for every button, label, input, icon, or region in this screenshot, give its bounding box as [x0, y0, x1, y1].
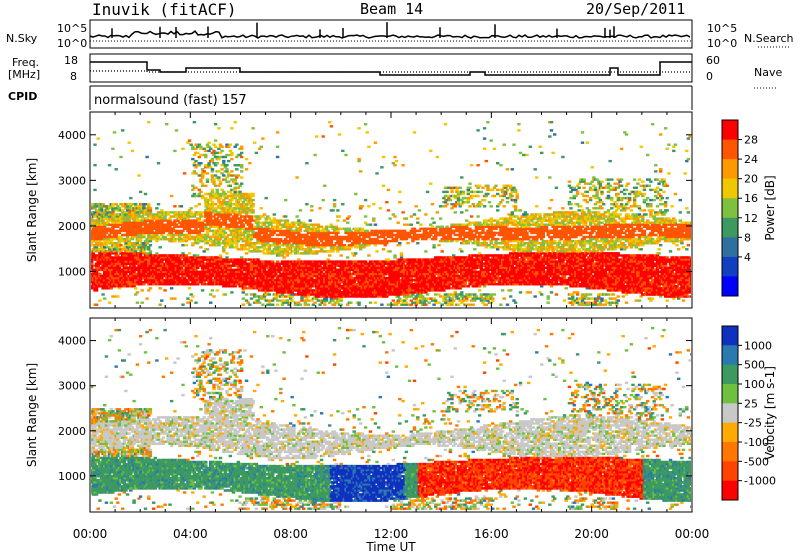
colorbar-swatch [722, 120, 738, 141]
colorbar-swatch [722, 198, 738, 219]
y-axis-label: Slant Range [km] [25, 158, 39, 262]
colorbar-swatch [722, 384, 738, 404]
x-axis-label: Time UT [365, 540, 416, 554]
y-tick-label: 1000 [58, 266, 86, 279]
power-panel: 1000 2000 3000 4000 Slant Range [km] [25, 111, 693, 309]
colorbar-tick-label: 12 [744, 212, 758, 225]
colorbar-tick-label: 1000 [744, 339, 772, 352]
colorbar-tick-label: 4 [744, 251, 751, 264]
y-tick-label: 4000 [58, 335, 86, 348]
colorbar-tick-label: 100 [744, 378, 765, 391]
colorbar-tick-label: 8 [744, 231, 751, 244]
colorbar-swatch [722, 237, 738, 258]
colorbar-tick-label: -1000 [744, 475, 776, 488]
colorbar-swatch [722, 217, 738, 238]
data-cells [91, 326, 691, 510]
time-axis: 00:00 04:00 08:00 12:00 16:00 20:00 00:00 Time … [73, 527, 710, 554]
velocity-panel: 1000 2000 3000 4000 Slant Range [km] [25, 317, 693, 513]
cpid-value: normalsound (fast) 157 [94, 93, 247, 108]
colorbar-swatch [722, 480, 738, 501]
date-title: 20/Sep/2011 [586, 0, 685, 18]
colorbar-swatch [722, 403, 738, 424]
colorbar-frame [721, 325, 739, 501]
beam-title: Beam 14 [360, 0, 423, 18]
colorbar-tick-label: 16 [744, 192, 758, 205]
colorbar-tick-label: -100 [744, 436, 769, 449]
colorbar-frame [721, 119, 739, 297]
colorbar-tick-label: -25 [744, 417, 762, 430]
y-tick-label: 2000 [58, 425, 86, 438]
noise-spikes [111, 22, 615, 38]
x-tick-label: 00:00 [73, 527, 108, 541]
nsearch-label: N.Search [744, 32, 794, 45]
x-tick-label: 08:00 [273, 527, 308, 541]
colorbar-swatch [722, 178, 738, 199]
freq-unit-label: [MHz] [8, 68, 40, 81]
freq-left-tick-low: 8 [70, 70, 77, 83]
noise-right-tick-high: 10^5 [707, 22, 737, 35]
station-title: Inuvik (fitACF) [92, 0, 237, 19]
noise-left-tick-low: 10^0 [57, 37, 87, 50]
noise-sky-trace [89, 30, 691, 39]
x-tick-label: 12:00 [374, 527, 409, 541]
x-tick-label: 00:00 [675, 527, 710, 541]
colorbar-tick-label: 25 [744, 397, 758, 410]
freq-label: Freq. [12, 56, 39, 69]
nave-trace [90, 70, 692, 73]
freq-right-tick-low: 0 [706, 70, 713, 83]
y-tick-label: 1000 [58, 470, 86, 483]
colorbar-swatch [722, 159, 738, 180]
freq-panel-frame [89, 53, 693, 83]
colorbar-swatch [722, 345, 738, 366]
colorbar-tick-label: -500 [744, 455, 769, 468]
freq-trace [90, 61, 692, 76]
colorbar-label: Power [dB] [763, 175, 777, 240]
y-tick-label: 4000 [58, 129, 86, 142]
x-tick-label: 16:00 [474, 527, 509, 541]
colorbar-swatch [722, 461, 738, 482]
x-tick-label: 20:00 [574, 527, 609, 541]
colorbar-swatch [722, 256, 738, 277]
colorbar-swatch [722, 276, 738, 297]
power-colorbar: 28 24 20 16 12 8 4 Power [dB] [721, 119, 777, 297]
velocity-colorbar: 1000 500 100 25 -25 -100 -500 -1000 Velocity [m … [721, 325, 777, 501]
y-tick-label: 3000 [58, 174, 86, 187]
y-tick-label: 2000 [58, 220, 86, 233]
nsky-label: N.Sky [6, 32, 37, 45]
colorbar-tick-label: 28 [744, 134, 758, 147]
colorbar-tick-label: 24 [744, 153, 758, 166]
freq-right-tick-high: 60 [706, 54, 720, 67]
colorbar-swatch [722, 442, 738, 462]
x-tick-label: 04:00 [173, 527, 208, 541]
cpid-label: CPID [8, 90, 37, 103]
colorbar-swatch [722, 422, 738, 443]
colorbar-swatch [722, 364, 738, 385]
y-tick-label: 3000 [58, 380, 86, 393]
y-axis-label: Slant Range [km] [25, 363, 39, 467]
colorbar-tick-label: 500 [744, 359, 765, 372]
noise-right-tick-low: 10^0 [707, 37, 737, 50]
freq-left-tick-high: 18 [64, 54, 78, 67]
data-cells [91, 121, 691, 306]
noise-panel-frame [89, 19, 693, 49]
colorbar-tick-label: 20 [744, 173, 758, 186]
noise-left-tick-high: 10^5 [57, 22, 87, 35]
colorbar-swatch [722, 326, 738, 346]
colorbar-swatch [722, 139, 738, 160]
colorbar-label: Velocity [m s-1] [763, 366, 777, 460]
nave-label: Nave [754, 66, 782, 79]
